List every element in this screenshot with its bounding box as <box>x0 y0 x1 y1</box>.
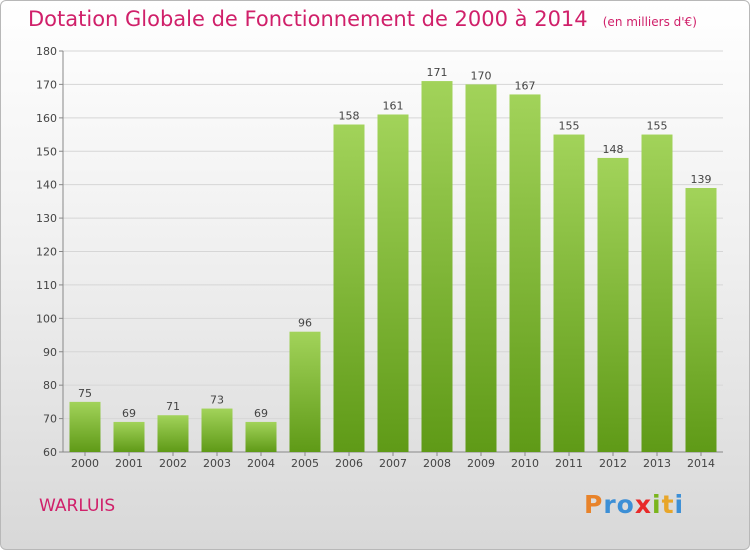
value-label: 155 <box>559 120 580 133</box>
bar <box>69 401 101 452</box>
value-label: 139 <box>691 173 712 186</box>
logo-letter: P <box>584 490 604 519</box>
x-tick-label: 2001 <box>115 457 143 470</box>
value-label: 71 <box>166 400 180 413</box>
value-label: 75 <box>78 387 92 400</box>
logo-letter: o <box>616 490 635 519</box>
x-tick-label: 2012 <box>599 457 627 470</box>
value-label: 158 <box>339 110 360 123</box>
y-tick-label: 180 <box>36 45 57 58</box>
y-tick-label: 170 <box>36 78 57 91</box>
bar <box>465 84 497 453</box>
bar <box>553 134 585 452</box>
value-labels: 75 69 71 73 69 96 158 161 171 170 167 155 148 155 139 <box>78 66 712 420</box>
bar <box>333 124 365 453</box>
bar <box>421 81 453 452</box>
bar <box>289 331 321 452</box>
bar <box>201 408 233 452</box>
value-label: 69 <box>122 407 136 420</box>
x-tick-label: 2008 <box>423 457 451 470</box>
bar <box>157 415 189 452</box>
chart-title: Dotation Globale de Fonctionnement de 20… <box>28 7 588 31</box>
bar <box>597 157 629 452</box>
y-tick-label: 160 <box>36 112 57 125</box>
axes: 60 70 80 90 100 110 120 130 140 150 160 170 180 2000 2… <box>36 45 723 470</box>
bar <box>377 114 409 452</box>
x-tick-label: 2002 <box>159 457 187 470</box>
x-tick-label: 2006 <box>335 457 363 470</box>
value-label: 161 <box>383 99 404 112</box>
x-tick-label: 2009 <box>467 457 495 470</box>
x-tick-label: 2007 <box>379 457 407 470</box>
title-block: Dotation Globale de Fonctionnement de 20… <box>28 7 697 31</box>
value-label: 167 <box>515 79 536 92</box>
y-tick-label: 130 <box>36 212 57 225</box>
bars <box>69 81 717 453</box>
x-tick-label: 2003 <box>203 457 231 470</box>
value-label: 171 <box>427 66 448 79</box>
logo-letter: x <box>634 490 652 519</box>
value-label: 96 <box>298 317 312 330</box>
y-tick-label: 90 <box>43 346 57 359</box>
y-tick-label: 140 <box>36 179 57 192</box>
proxiti-logo: Proxiti <box>584 490 684 519</box>
y-tick-label: 150 <box>36 145 57 158</box>
value-label: 170 <box>471 69 492 82</box>
y-tick-label: 110 <box>36 279 57 292</box>
x-tick-label: 2013 <box>643 457 671 470</box>
x-tick-label: 2000 <box>71 457 99 470</box>
value-label: 155 <box>647 120 668 133</box>
logo-letter: i <box>674 490 685 519</box>
y-tick-label: 60 <box>43 446 57 459</box>
x-tick-label: 2004 <box>247 457 275 470</box>
bar <box>509 94 541 453</box>
y-tick-label: 80 <box>43 379 57 392</box>
value-label: 73 <box>210 394 224 407</box>
y-tick-label: 70 <box>43 413 57 426</box>
bar <box>685 188 717 452</box>
bar <box>113 421 145 452</box>
logo-letter: t <box>661 490 675 519</box>
x-tick-label: 2014 <box>687 457 715 470</box>
value-label: 69 <box>254 407 268 420</box>
y-tick-label: 100 <box>36 312 57 325</box>
logo-letter: r <box>603 490 617 519</box>
bar <box>641 134 673 452</box>
x-tick-label: 2010 <box>511 457 539 470</box>
value-label: 148 <box>603 143 624 156</box>
x-tick-label: 2005 <box>291 457 319 470</box>
bar <box>245 421 277 452</box>
commune-name: WARLUIS <box>39 496 116 516</box>
y-tick-label: 120 <box>36 246 57 259</box>
x-tick-label: 2011 <box>555 457 583 470</box>
logo-letter: i <box>652 490 662 519</box>
unit-note: (en milliers d'€) <box>602 15 697 29</box>
